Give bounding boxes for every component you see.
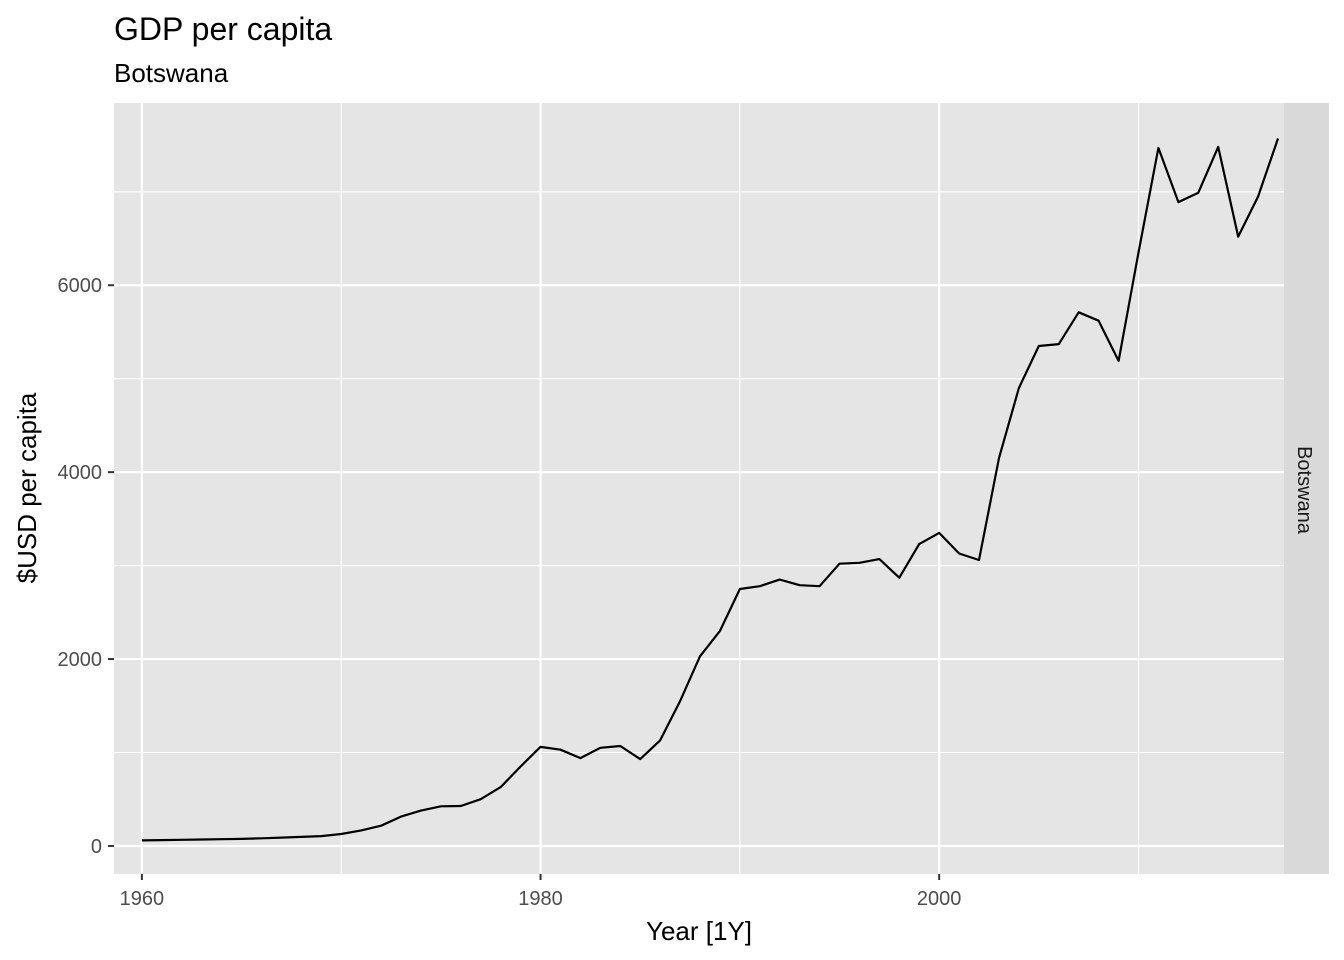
x-tick-label: 1980 [518,888,563,910]
y-tick-label: 4000 [58,462,103,484]
minor-gridlines [114,103,1284,874]
gdp-series-line [141,138,1280,842]
plot-panel [114,103,1284,874]
facet-strip-label: Botswana [1293,446,1315,535]
y-tick-label: 2000 [58,649,103,671]
chart-title: GDP per capita [114,11,332,47]
y-tick-label: 0 [91,836,102,858]
y-axis-title: $USD per capita [12,392,42,583]
x-axis-title: Year [1Y] [646,916,752,946]
x-tick-label: 1960 [120,888,165,910]
y-tick-label: 6000 [58,275,103,297]
major-gridlines [114,103,1284,874]
axis-tick-labels: 1960 1980 2000 0 2000 4000 6000 [58,275,962,910]
x-tick-label: 2000 [917,888,962,910]
chart-subtitle: Botswana [114,58,229,88]
facet-strip [1284,103,1329,874]
axis-ticks [108,284,941,880]
